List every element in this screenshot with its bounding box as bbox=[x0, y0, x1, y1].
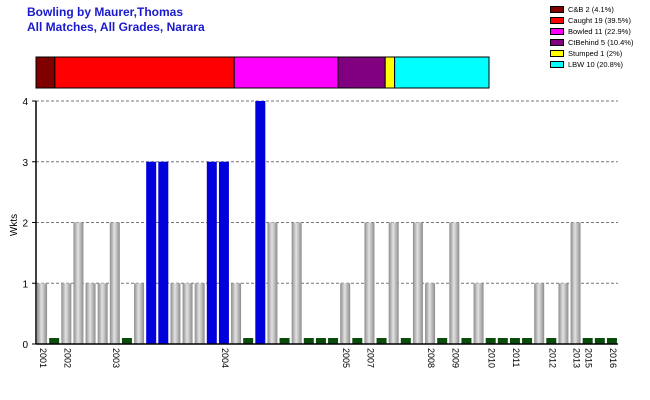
bar-zero bbox=[121, 338, 132, 344]
x-tick-label: 2016 bbox=[608, 348, 618, 368]
legend-swatch bbox=[550, 50, 564, 57]
bar-highlight bbox=[158, 161, 169, 344]
y-axis-label: Wkts bbox=[9, 214, 20, 236]
dismissal-segment bbox=[384, 56, 396, 89]
bar-zero bbox=[279, 338, 290, 344]
bar-zero bbox=[376, 338, 387, 344]
y-tick-label: 4 bbox=[22, 97, 28, 108]
bar bbox=[85, 283, 96, 344]
bar-highlight bbox=[146, 161, 157, 344]
dismissal-segment bbox=[233, 56, 339, 89]
x-tick-label: 2011 bbox=[511, 348, 521, 367]
bar bbox=[73, 222, 84, 344]
legend-label: LBW 10 (20.8%) bbox=[568, 60, 624, 69]
bar-zero bbox=[461, 338, 472, 344]
bar-zero bbox=[594, 338, 605, 344]
bar bbox=[570, 222, 581, 344]
bar bbox=[231, 283, 242, 344]
legend-label: Caught 19 (39.5%) bbox=[568, 16, 631, 25]
bar-zero bbox=[400, 338, 411, 344]
legend-swatch bbox=[550, 17, 564, 24]
legend: C&B 2 (4.1%) Caught 19 (39.5%) Bowled 11… bbox=[550, 4, 633, 70]
dismissal-segment bbox=[337, 56, 386, 89]
bar-zero bbox=[303, 338, 314, 344]
bar-zero bbox=[352, 338, 363, 344]
bar-zero bbox=[606, 338, 617, 344]
dismissal-segment bbox=[54, 56, 235, 89]
x-tick-label: 2009 bbox=[450, 348, 460, 368]
legend-item-lbw: LBW 10 (20.8%) bbox=[550, 59, 633, 70]
legend-item-ctbehind: CtBehind 5 (10.4%) bbox=[550, 37, 633, 48]
bar-zero bbox=[582, 338, 593, 344]
x-tick-label: 2003 bbox=[111, 348, 121, 368]
dismissal-segment bbox=[394, 56, 490, 89]
x-tick-label: 2012 bbox=[547, 348, 557, 368]
bar-zero bbox=[497, 338, 508, 344]
y-tick-label: 0 bbox=[22, 340, 28, 351]
bar bbox=[412, 222, 423, 344]
legend-item-caught: Caught 19 (39.5%) bbox=[550, 15, 633, 26]
x-tick-label: 2004 bbox=[220, 348, 230, 368]
bar bbox=[267, 222, 278, 344]
legend-label: Bowled 11 (22.9%) bbox=[568, 27, 631, 36]
legend-item-cb: C&B 2 (4.1%) bbox=[550, 4, 633, 15]
bar bbox=[291, 222, 302, 344]
bar-highlight bbox=[218, 161, 229, 344]
bar-zero bbox=[485, 338, 496, 344]
legend-item-bowled: Bowled 11 (22.9%) bbox=[550, 26, 633, 37]
x-tick-label: 2010 bbox=[487, 348, 497, 368]
bar-zero bbox=[315, 338, 326, 344]
x-tick-label: 2013 bbox=[572, 348, 582, 368]
bar bbox=[194, 283, 205, 344]
bar-highlight bbox=[206, 161, 217, 344]
y-tick-label: 1 bbox=[22, 279, 28, 290]
x-tick-label: 2001 bbox=[38, 348, 48, 368]
legend-swatch bbox=[550, 6, 564, 13]
bar-zero bbox=[437, 338, 448, 344]
bar bbox=[473, 283, 484, 344]
bar bbox=[134, 283, 145, 344]
bar-zero bbox=[546, 338, 557, 344]
legend-label: C&B 2 (4.1%) bbox=[568, 5, 614, 14]
dismissal-segment bbox=[35, 56, 56, 89]
bar bbox=[388, 222, 399, 344]
bar bbox=[109, 222, 120, 344]
bar bbox=[170, 283, 181, 344]
legend-swatch bbox=[550, 61, 564, 68]
bar-zero bbox=[328, 338, 339, 344]
bar-zero bbox=[509, 338, 520, 344]
x-tick-label: 2005 bbox=[341, 348, 351, 368]
x-tick-label: 2007 bbox=[365, 348, 375, 368]
bar bbox=[449, 222, 460, 344]
bar-zero bbox=[243, 338, 254, 344]
legend-item-stumped: Stumped 1 (2%) bbox=[550, 48, 633, 59]
legend-label: CtBehind 5 (10.4%) bbox=[568, 38, 634, 47]
chart-title-line2: All Matches, All Grades, Narara bbox=[27, 20, 205, 34]
bar bbox=[534, 283, 545, 344]
x-tick-label: 2015 bbox=[584, 348, 594, 368]
bar-zero bbox=[49, 338, 60, 344]
legend-swatch bbox=[550, 39, 564, 46]
x-tick-label: 2002 bbox=[62, 348, 72, 368]
bar-highlight bbox=[255, 101, 266, 344]
bar-zero bbox=[522, 338, 533, 344]
legend-label: Stumped 1 (2%) bbox=[568, 49, 623, 58]
chart-title-line1: Bowling by Maurer,Thomas bbox=[27, 5, 184, 19]
legend-swatch bbox=[550, 28, 564, 35]
bar bbox=[340, 283, 351, 344]
y-tick-label: 2 bbox=[22, 219, 28, 230]
x-tick-label: 2008 bbox=[426, 348, 436, 368]
bar bbox=[97, 283, 108, 344]
bar bbox=[425, 283, 436, 344]
bar bbox=[364, 222, 375, 344]
y-tick-label: 3 bbox=[22, 158, 28, 169]
bar bbox=[37, 283, 48, 344]
bar bbox=[182, 283, 193, 344]
bar bbox=[61, 283, 72, 344]
bar bbox=[558, 283, 569, 344]
